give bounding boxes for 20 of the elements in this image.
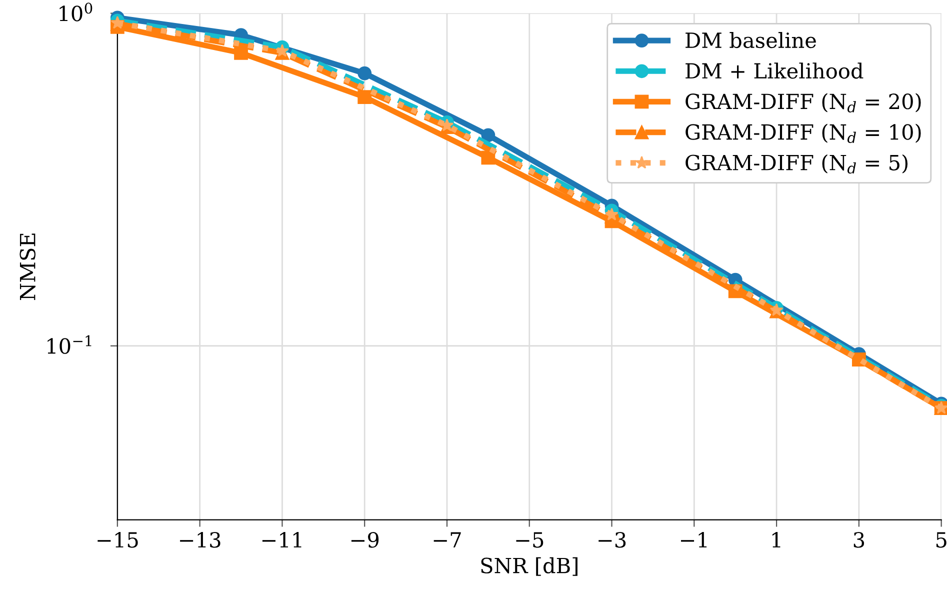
x-tick-label: 5	[936, 532, 946, 548]
x-tick-label: −7	[434, 532, 461, 548]
y-tick-label: 10$^{−1}$	[48, 335, 92, 354]
x-tick-label: −15	[98, 532, 138, 548]
x-tick-label: 3	[854, 532, 864, 548]
x-tick-label: −11	[262, 532, 302, 548]
x-tick-label: −9	[351, 532, 379, 548]
x-tick-label: −1	[681, 532, 707, 548]
x-axis-title: SNR [dB]	[481, 557, 578, 576]
legend-label: GRAM-DIFF (N$_{d}$ = 20)	[686, 93, 921, 112]
x-tick-label: −13	[180, 532, 220, 548]
y-axis-title: NMSE	[20, 234, 36, 300]
legend-label: GRAM-DIFF (N$_{d}$ = 5)	[686, 154, 908, 174]
y-tick-label: 10$^{0}$	[60, 2, 92, 22]
legend-label: DM baseline	[686, 32, 816, 48]
legend-label: GRAM-DIFF (N$_{d}$ = 10)	[686, 124, 921, 144]
x-tick-label: 1	[772, 532, 780, 548]
x-tick-label: −5	[516, 532, 544, 548]
legend-label: DM + Likelihood	[686, 62, 864, 79]
x-tick-label: −3	[598, 532, 626, 548]
